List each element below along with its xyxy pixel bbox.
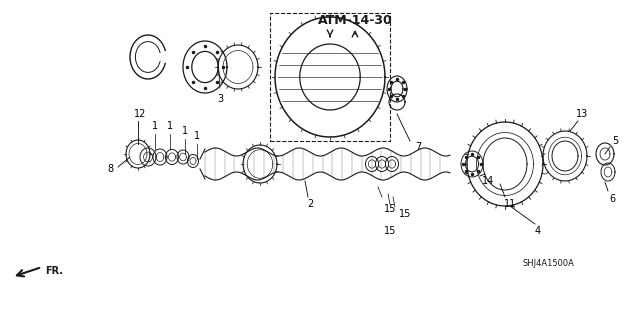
Text: 1: 1 [167, 121, 173, 131]
Text: 5: 5 [612, 136, 618, 146]
Text: 15: 15 [399, 209, 411, 219]
Text: 14: 14 [482, 176, 494, 186]
Text: 8: 8 [107, 164, 113, 174]
Text: 6: 6 [609, 194, 615, 204]
Text: 11: 11 [504, 199, 516, 209]
Text: 3: 3 [217, 94, 223, 104]
Text: 15: 15 [384, 204, 396, 214]
Text: 12: 12 [134, 109, 146, 119]
Text: 13: 13 [576, 109, 588, 119]
Text: 2: 2 [307, 199, 313, 209]
Text: 7: 7 [415, 142, 421, 152]
Text: 1: 1 [194, 131, 200, 141]
Text: SHJ4A1500A: SHJ4A1500A [522, 259, 574, 269]
Text: ATM-14-30: ATM-14-30 [317, 14, 392, 27]
Text: 15: 15 [384, 226, 396, 236]
Text: 1: 1 [182, 126, 188, 136]
Text: 4: 4 [535, 226, 541, 236]
Text: FR.: FR. [45, 266, 63, 276]
Text: 1: 1 [152, 121, 158, 131]
